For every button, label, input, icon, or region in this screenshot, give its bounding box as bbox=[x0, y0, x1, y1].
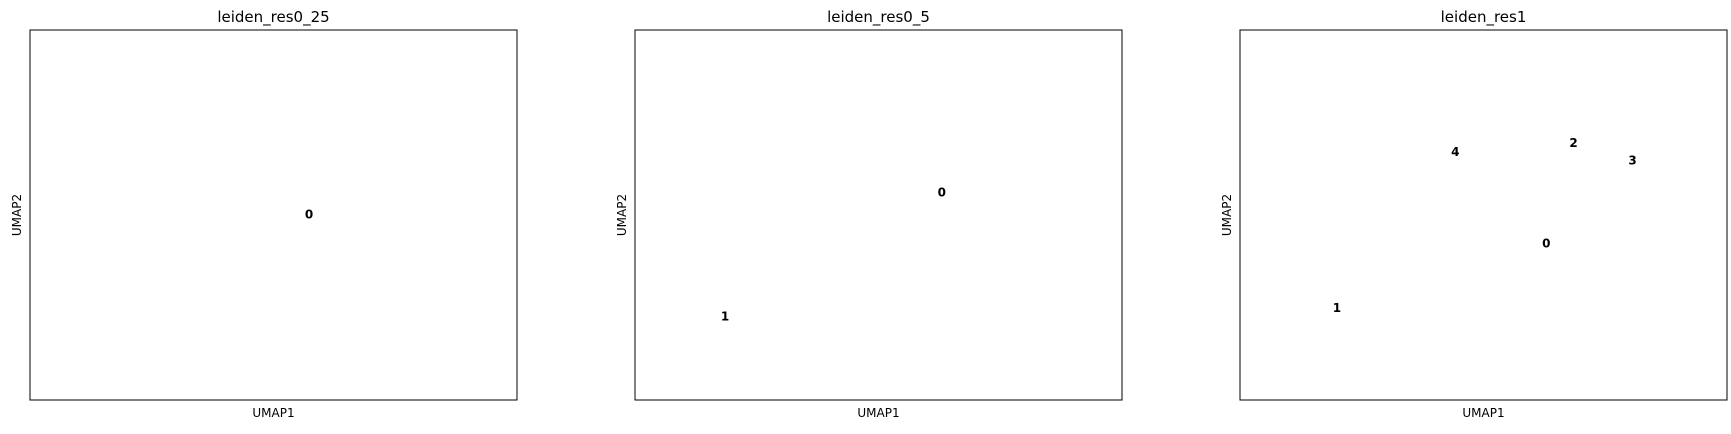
x-axis-label: UMAP1 bbox=[1462, 406, 1504, 420]
plot-frame bbox=[1239, 29, 1728, 401]
plot-frame bbox=[29, 29, 518, 401]
cluster-labels: 0 bbox=[305, 208, 313, 222]
y-axis-label: UMAP2 bbox=[10, 194, 24, 236]
panel-leiden-res0-5: leiden_res0_5 01 UMAP1 UMAP2 bbox=[615, 8, 1123, 420]
panel-title: leiden_res0_5 bbox=[827, 8, 930, 27]
cluster-label-4: 4 bbox=[1451, 145, 1459, 159]
cluster-label-2: 2 bbox=[1569, 136, 1577, 150]
cluster-label-0: 0 bbox=[1542, 236, 1550, 250]
cluster-label-3: 3 bbox=[1628, 154, 1636, 168]
panel-title: leiden_res0_25 bbox=[217, 8, 329, 27]
plot-frame bbox=[634, 29, 1123, 401]
cluster-label-1: 1 bbox=[721, 309, 729, 323]
cluster-label-0: 0 bbox=[305, 208, 313, 222]
cluster-labels: 01 bbox=[721, 185, 946, 323]
cluster-label-1: 1 bbox=[1333, 301, 1341, 315]
panel-title: leiden_res1 bbox=[1441, 8, 1527, 27]
x-axis-label: UMAP1 bbox=[252, 406, 294, 420]
panel-leiden-res0-25: leiden_res0_25 0 UMAP1 UMAP2 bbox=[10, 8, 518, 420]
y-axis-label: UMAP2 bbox=[615, 194, 629, 236]
x-axis-label: UMAP1 bbox=[857, 406, 899, 420]
cluster-labels: 0 1 2 3 4 bbox=[1333, 136, 1637, 315]
cluster-label-0: 0 bbox=[938, 185, 946, 199]
y-axis-label: UMAP2 bbox=[1220, 194, 1234, 236]
panel-leiden-res1: leiden_res1 0 1 2 3 4 UMAP1 UMAP2 bbox=[1220, 8, 1728, 420]
